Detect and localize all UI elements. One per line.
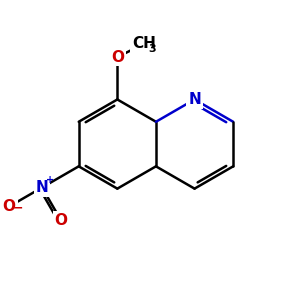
Text: N: N (188, 92, 201, 107)
Text: O: O (55, 213, 68, 228)
Text: 3: 3 (148, 44, 156, 54)
Text: +: + (46, 176, 54, 185)
Text: CH: CH (132, 36, 156, 51)
Text: −: − (12, 202, 23, 214)
Text: N: N (36, 180, 48, 195)
Text: O: O (111, 50, 124, 64)
Text: O: O (3, 199, 16, 214)
